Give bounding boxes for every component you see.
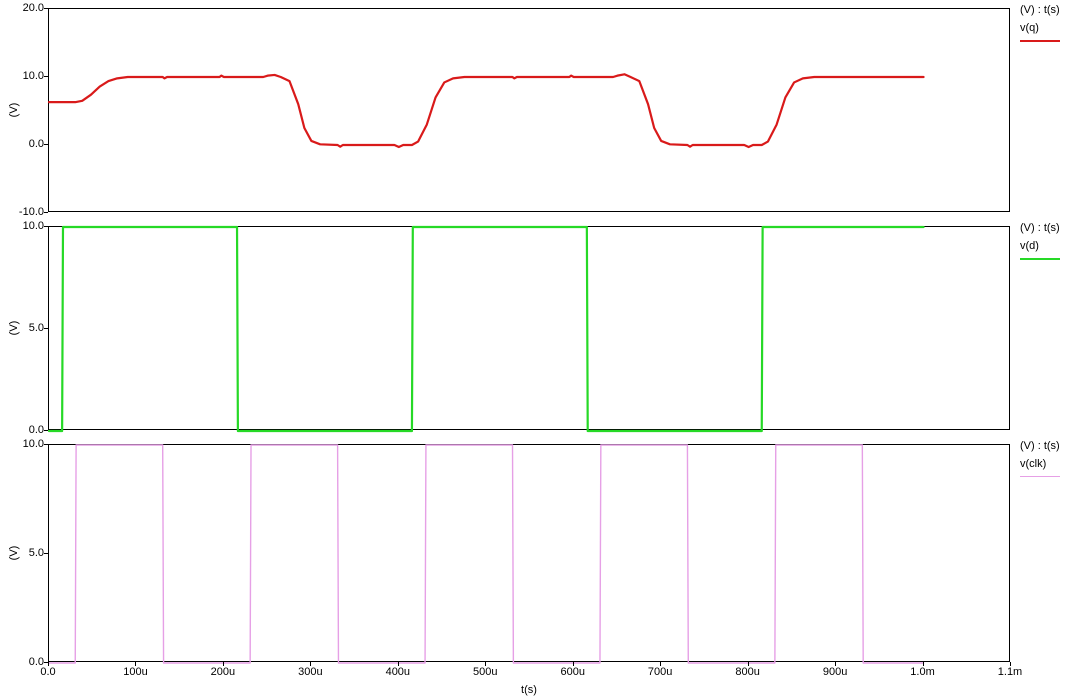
- xaxis-tick-label: 700u: [648, 666, 672, 678]
- panel-vq-ytick-label: -10.0: [0, 206, 44, 218]
- xaxis-tick-label: 300u: [298, 666, 322, 678]
- xaxis-tick-label: 100u: [123, 666, 147, 678]
- panel-vd-ytick: [44, 430, 48, 431]
- panel-vq-legend-signal[interactable]: v(q): [1020, 22, 1039, 34]
- panel-vd-trace: [49, 227, 1011, 431]
- panel-vclk-ytick-label: 0.0: [0, 656, 44, 668]
- xaxis-tick-label: 800u: [735, 666, 759, 678]
- xaxis-tick-label: 0.0: [40, 666, 55, 678]
- panel-vd-plot-area[interactable]: [48, 226, 1010, 430]
- panel-vq-legend-title: (V) : t(s): [1020, 4, 1060, 16]
- xaxis-tick-label: 900u: [823, 666, 847, 678]
- panel-vclk-legend-signal[interactable]: v(clk): [1020, 458, 1046, 470]
- xaxis-tick-label: 200u: [211, 666, 235, 678]
- xaxis-tick-label: 500u: [473, 666, 497, 678]
- waveform-viewer: (V)-10.00.010.020.0(V) : t(s)v(q)(V)0.05…: [0, 0, 1066, 700]
- xaxis-tick-label: 1.0m: [910, 666, 934, 678]
- panel-vq-ytick-label: 20.0: [0, 2, 44, 14]
- panel-vclk-trace: [49, 445, 1011, 663]
- xaxis-title: t(s): [521, 684, 537, 696]
- panel-vq-ytick: [44, 212, 48, 213]
- panel-vclk-legend-title: (V) : t(s): [1020, 440, 1060, 452]
- panel-vq-ytick-label: 0.0: [0, 138, 44, 150]
- panel-vd-legend-title: (V) : t(s): [1020, 222, 1060, 234]
- panel-vq-plot-area[interactable]: [48, 8, 1010, 212]
- xaxis-tick-label: 1.1m: [998, 666, 1022, 678]
- panel-vq-trace: [49, 9, 1011, 213]
- xaxis-tick-label: 400u: [386, 666, 410, 678]
- xaxis-tick-label: 600u: [560, 666, 584, 678]
- panel-vclk-ytick-label: 5.0: [0, 547, 44, 559]
- panel-vd-legend-swatch: [1020, 258, 1060, 260]
- panel-vq-ylabel: (V): [8, 103, 20, 118]
- panel-vd-ytick-label: 0.0: [0, 424, 44, 436]
- panel-vd-legend-signal[interactable]: v(d): [1020, 240, 1039, 252]
- panel-vclk-legend-swatch: [1020, 476, 1060, 477]
- panel-vclk-ytick-label: 10.0: [0, 438, 44, 450]
- panel-vd-ytick-label: 5.0: [0, 322, 44, 334]
- panel-vclk-plot-area[interactable]: [48, 444, 1010, 662]
- panel-vq-legend-swatch: [1020, 40, 1060, 42]
- panel-vd-ytick-label: 10.0: [0, 220, 44, 232]
- panel-vq-ytick-label: 10.0: [0, 70, 44, 82]
